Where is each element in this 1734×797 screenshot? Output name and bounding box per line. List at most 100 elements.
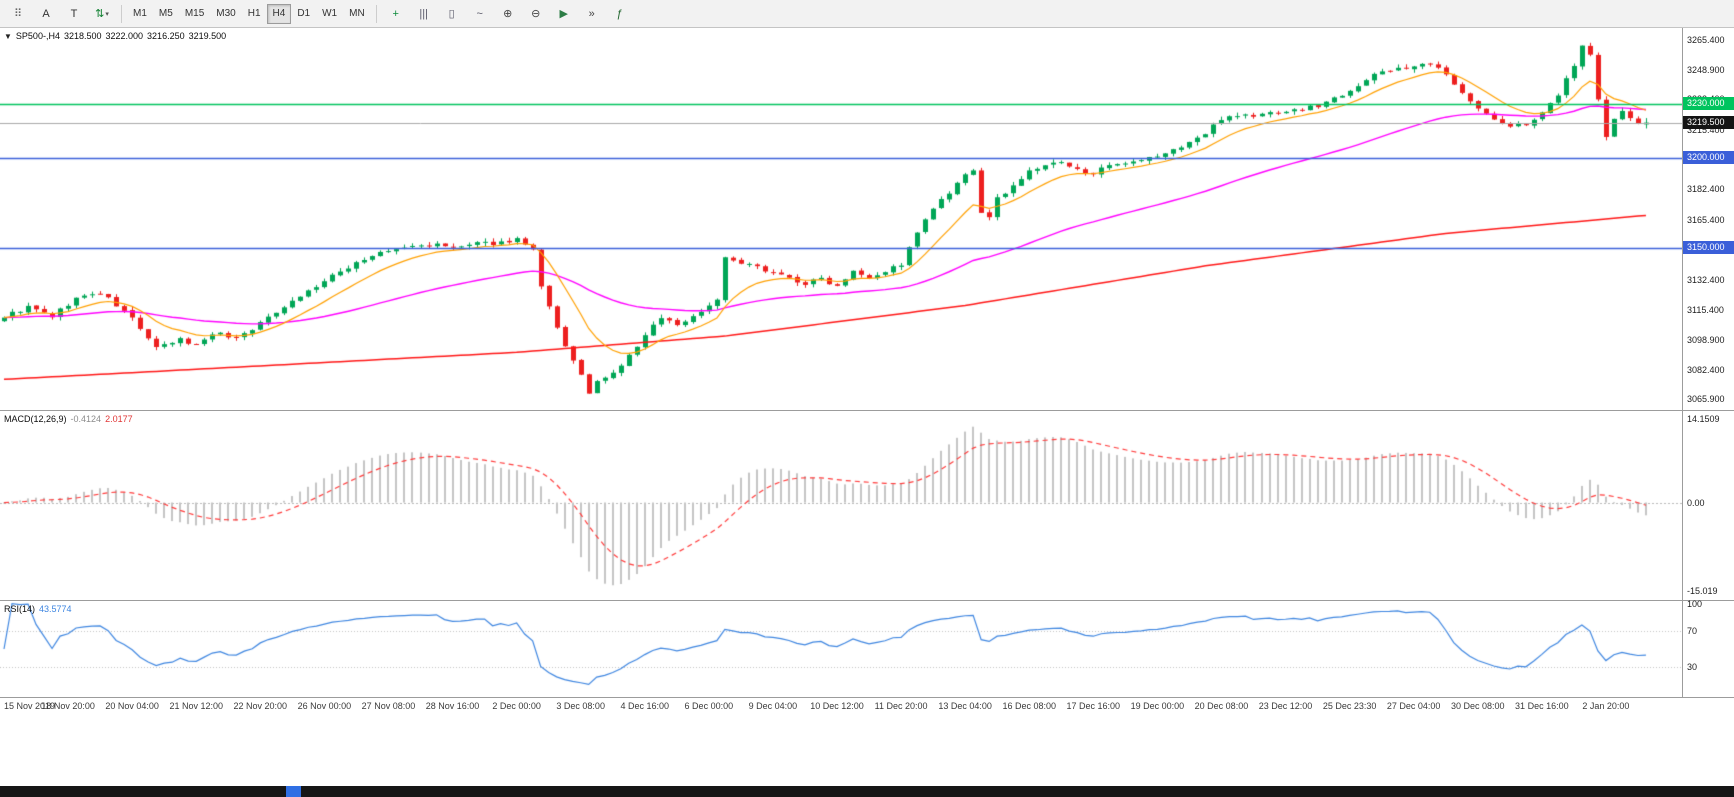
chart-bars-icon[interactable]: ||| bbox=[419, 7, 428, 20]
rsi-axis[interactable]: 100 70 30 bbox=[1682, 598, 1734, 697]
ohlc-open: 3218.500 bbox=[63, 31, 102, 41]
x-axis-label: 20 Nov 04:00 bbox=[105, 701, 159, 711]
x-axis-label: 6 Dec 00:00 bbox=[684, 701, 734, 711]
macd-main-value: -0.4124 bbox=[70, 414, 102, 424]
toolbar-separator bbox=[121, 4, 122, 23]
symbol-palette-icon[interactable]: ⠿ bbox=[13, 8, 23, 20]
timeframe-button-h1[interactable]: H1 bbox=[247, 8, 261, 19]
one-click-trading-expand-icon[interactable]: ▼ bbox=[4, 32, 12, 41]
timeframe-button-w1[interactable]: W1 bbox=[322, 8, 338, 19]
x-axis-label: 27 Nov 08:00 bbox=[361, 701, 416, 711]
chart-tools-group: + ||| ▯ ~ ⊕ ⊖ ▶ » ƒ bbox=[382, 3, 634, 25]
x-axis-label: 25 Dec 23:30 bbox=[1322, 701, 1377, 711]
taskbar-accent bbox=[286, 786, 301, 797]
new-order-icon[interactable]: + bbox=[392, 7, 399, 20]
rsi-tick: 70 bbox=[1687, 625, 1698, 636]
price-tick: 3215.400 bbox=[1687, 124, 1725, 135]
bid-price-badge: 3219.500 bbox=[1683, 116, 1734, 130]
zoom-in-icon[interactable]: ⊕ bbox=[503, 8, 513, 20]
price-chart-canvas[interactable] bbox=[0, 28, 1682, 410]
price-tick: 3065.900 bbox=[1687, 394, 1725, 405]
toolbar-separator bbox=[375, 4, 377, 23]
timeframe-button-m30[interactable]: M30 bbox=[216, 8, 236, 19]
price-tick: 3082.400 bbox=[1687, 364, 1725, 375]
chevron-down-icon: ▾ bbox=[105, 10, 109, 18]
macd-canvas[interactable] bbox=[0, 411, 1682, 600]
price-tick: 3248.900 bbox=[1687, 64, 1725, 75]
x-axis-label: 16 Dec 08:00 bbox=[1002, 701, 1056, 711]
timeframe-button-h4[interactable]: H4 bbox=[266, 3, 292, 24]
rsi-indicator-panel: RSI(14) 43.5774 100 70 30 bbox=[0, 598, 1734, 698]
macd-label: MACD(12,26,9) bbox=[4, 414, 67, 424]
x-axis-label: 31 Dec 16:00 bbox=[1515, 701, 1569, 711]
x-axis-label: 9 Dec 04:00 bbox=[748, 701, 798, 711]
x-axis-label: 2 Dec 00:00 bbox=[492, 701, 541, 711]
drawing-tools-group: ⠿ A T ⇅ ▾ bbox=[4, 3, 116, 25]
macd-axis[interactable]: 14.1509 0.00 -15.019 bbox=[1682, 411, 1734, 600]
x-axis-label: 15 Nov 2019 bbox=[4, 701, 56, 711]
x-axis-label: 30 Dec 08:00 bbox=[1450, 701, 1505, 711]
text-label-icon[interactable]: A bbox=[42, 7, 50, 20]
time-axis[interactable]: 15 Nov 2019 18 Nov 20:00 20 Nov 04:00 21 No… bbox=[0, 698, 1734, 716]
x-axis-label: 17 Dec 16:00 bbox=[1066, 701, 1121, 711]
x-axis-label: 11 Dec 20:00 bbox=[874, 701, 928, 711]
timeframe-group: M1 M5 M15 M30 H1 H4 D1 W1 MN bbox=[127, 3, 371, 24]
x-axis-label: 26 Nov 00:00 bbox=[297, 701, 352, 711]
macd-tick: -15.019 bbox=[1687, 586, 1718, 597]
x-axis-label: 23 Dec 12:00 bbox=[1258, 701, 1313, 711]
price-axis[interactable]: 3265.4003248.9003232.4003215.4003198.900… bbox=[1682, 28, 1734, 410]
x-axis-label: 27 Dec 04:00 bbox=[1386, 701, 1441, 711]
chart-candles-icon[interactable]: ▯ bbox=[448, 8, 455, 20]
x-axis-label: 10 Dec 12:00 bbox=[810, 701, 864, 711]
ohlc-low: 3216.250 bbox=[147, 31, 185, 41]
x-axis-label: 19 Dec 00:00 bbox=[1130, 701, 1185, 711]
text-frame-icon[interactable]: T bbox=[70, 7, 78, 20]
indicators-icon[interactable]: ƒ bbox=[616, 7, 623, 20]
price-tick: 3115.400 bbox=[1687, 305, 1724, 316]
x-axis-label: 20 Dec 08:00 bbox=[1194, 701, 1249, 711]
macd-indicator-panel: MACD(12,26,9) -0.4124 2.0177 14.1509 0.00 -1… bbox=[0, 411, 1734, 601]
timeframe-button-m1[interactable]: M1 bbox=[133, 8, 147, 19]
taskbar-strip bbox=[0, 786, 1734, 797]
timeframe-button-mn[interactable]: MN bbox=[349, 8, 365, 19]
chart-shift-icon[interactable]: » bbox=[588, 7, 595, 20]
rsi-label: RSI(14) bbox=[4, 604, 36, 614]
rsi-value: 43.5774 bbox=[39, 604, 72, 614]
macd-tick: 0.00 bbox=[1687, 497, 1705, 508]
level-price-badge: 3200.000 bbox=[1683, 151, 1734, 165]
x-axis-label: 13 Dec 04:00 bbox=[938, 701, 992, 711]
rsi-tick: 100 bbox=[1687, 598, 1703, 609]
x-axis-label: 22 Nov 20:00 bbox=[233, 701, 288, 711]
charts-toolbar: ⠿ A T ⇅ ▾ M1 M5 M15 M30 H1 H4 D1 W1 MN + ||| ▯ ~ ⊕ ⊖ ▶ » ƒ bbox=[0, 0, 1734, 28]
level-price-badge: 3230.000 bbox=[1683, 97, 1734, 111]
price-tick: 3182.400 bbox=[1687, 184, 1725, 195]
rsi-canvas[interactable] bbox=[0, 601, 1682, 697]
x-axis-label: 28 Nov 16:00 bbox=[425, 701, 480, 711]
x-axis-label: 4 Dec 16:00 bbox=[620, 701, 670, 711]
ohlc-close: 3219.500 bbox=[188, 31, 227, 41]
window-body-empty bbox=[0, 716, 1734, 786]
ohlc-high: 3222.000 bbox=[105, 31, 144, 41]
timeframe-button-m5[interactable]: M5 bbox=[158, 8, 173, 19]
symbol-period-label: SP500-,H4 bbox=[15, 31, 60, 41]
rsi-label-line: RSI(14) 43.5774 bbox=[4, 604, 76, 614]
x-axis-label: 3 Dec 08:00 bbox=[556, 701, 605, 711]
arrows-tool-icon[interactable]: ⇅ ▾ bbox=[95, 8, 109, 20]
price-tick: 3098.900 bbox=[1687, 334, 1725, 345]
price-tick: 3165.400 bbox=[1687, 215, 1725, 226]
price-tick: 3132.400 bbox=[1687, 274, 1725, 285]
zoom-out-icon[interactable]: ⊖ bbox=[531, 8, 541, 20]
auto-scroll-icon[interactable]: ▶ bbox=[559, 8, 568, 20]
timeframe-button-m15[interactable]: M15 bbox=[184, 8, 205, 19]
macd-tick: 14.1509 bbox=[1687, 413, 1720, 424]
rsi-tick: 30 bbox=[1687, 662, 1698, 673]
x-axis-label: 2 Jan 20:00 bbox=[1582, 701, 1630, 711]
macd-label-line: MACD(12,26,9) -0.4124 2.0177 bbox=[4, 414, 137, 424]
level-price-badge: 3150.000 bbox=[1683, 241, 1734, 255]
timeframe-button-d1[interactable]: D1 bbox=[297, 8, 311, 19]
price-chart-panel: ▼ SP500-,H4 3218.500 3222.000 3216.250 3219.5… bbox=[0, 28, 1734, 411]
chart-line-icon[interactable]: ~ bbox=[476, 7, 483, 20]
symbol-ohlc-line: ▼ SP500-,H4 3218.500 3222.000 3216.250 3219.5… bbox=[4, 31, 230, 41]
price-tick: 3265.400 bbox=[1687, 34, 1725, 45]
